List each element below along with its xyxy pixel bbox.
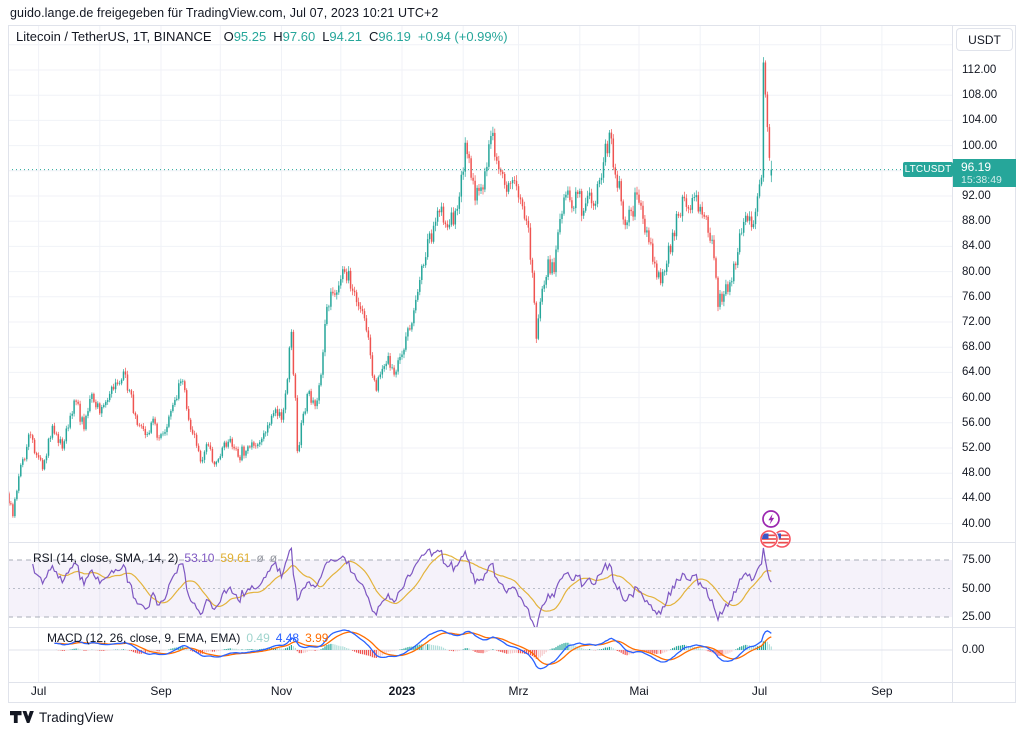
price-tick-label: 60.00 [962, 391, 991, 404]
symbol-title[interactable]: Litecoin / TetherUS, 1T, BINANCE [16, 29, 212, 44]
rsi-tick-label: 75.00 [962, 554, 991, 566]
price-tick-label: 84.00 [962, 240, 991, 253]
price-tick-label: 104.00 [962, 114, 998, 127]
macd-signal-value: 3.99 [305, 631, 329, 645]
low-value: 94.21 [329, 29, 362, 44]
close-label: C [368, 29, 379, 44]
price-tick-label: 80.00 [962, 265, 991, 278]
price-tick-label: 88.00 [962, 215, 991, 228]
macd-line-value: 4.48 [275, 631, 300, 645]
time-tick-label: Jul [30, 684, 47, 698]
rsi-lower-band-empty: ø [269, 551, 278, 565]
rsi-ma-value: 59.61 [220, 551, 251, 565]
price-tick-label: 76.00 [962, 290, 991, 303]
time-tick-label: Jul [751, 684, 768, 698]
close-value: 96.19 [378, 29, 411, 44]
share-attribution: guido.lange.de freigegeben für TradingVi… [10, 6, 439, 20]
lightning-event-icon[interactable] [762, 510, 780, 528]
tradingview-logo-icon [10, 711, 34, 723]
price-tick-label: 100.00 [962, 139, 998, 152]
time-tick-label: Sep [871, 684, 893, 698]
price-tick-label: 56.00 [962, 416, 991, 429]
event-markers [753, 504, 797, 559]
price-tick-label: 44.00 [962, 492, 991, 505]
macd-zero-tick-label: 0.00 [962, 644, 985, 656]
change-value: +0.94 (+0.99%) [417, 29, 508, 44]
time-tick-label: Mrz [508, 684, 529, 698]
price-tick-label: 40.00 [962, 517, 991, 530]
high-value: 97.60 [282, 29, 316, 44]
rsi-title[interactable]: RSI (14, close, SMA, 14, 2) [33, 551, 179, 565]
macd-legend: MACD (12, 26, close, 9, EMA, EMA) 0.49 4.4… [47, 631, 328, 645]
price-tick-label: 68.00 [962, 341, 991, 354]
currency-unit-button[interactable]: USDT [956, 28, 1013, 51]
price-tick-label: 64.00 [962, 366, 991, 379]
time-tick-label: 2023 [388, 684, 416, 698]
rsi-tick-label: 50.00 [962, 582, 991, 595]
price-line-symbol-tag: LTCUSDT [903, 162, 953, 177]
low-label: L [322, 29, 330, 44]
price-tick-label: 52.00 [962, 442, 991, 454]
price-tick-label: 92.00 [962, 190, 991, 202]
bar-countdown: 15:38:49 [961, 174, 1002, 186]
last-price-tag: 96.19 15:38:49 [953, 159, 1016, 187]
rsi-legend: RSI (14, close, SMA, 14, 2) 53.10 59.61 ø ø [33, 551, 277, 565]
time-tick-label: Mai [629, 684, 649, 698]
macd-histogram-value: 0.49 [246, 631, 270, 645]
macd-title[interactable]: MACD (12, 26, close, 9, EMA, EMA) [47, 631, 241, 645]
tradingview-attribution[interactable]: TradingView [10, 708, 113, 726]
tradingview-brand-text: TradingView [39, 709, 114, 725]
price-tick-label: 72.00 [962, 316, 991, 328]
price-tick-label: 112.00 [962, 64, 997, 76]
time-tick-label: Sep [150, 684, 172, 698]
rsi-value: 53.10 [184, 551, 215, 565]
last-price-value: 96.19 [961, 160, 992, 174]
price-tick-label: 108.00 [962, 89, 998, 102]
symbol-legend: Litecoin / TetherUS, 1T, BINANCE O95.25 H9… [16, 29, 508, 44]
rsi-upper-band-empty: ø [256, 551, 264, 565]
time-tick-label: Nov [270, 684, 293, 698]
open-value: 95.25 [233, 29, 267, 44]
open-label: O [223, 29, 234, 44]
us-flags-event-icon[interactable] [759, 529, 791, 549]
rsi-tick-label: 25.00 [962, 611, 991, 623]
price-tick-label: 48.00 [962, 467, 991, 480]
high-label: H [273, 29, 283, 44]
